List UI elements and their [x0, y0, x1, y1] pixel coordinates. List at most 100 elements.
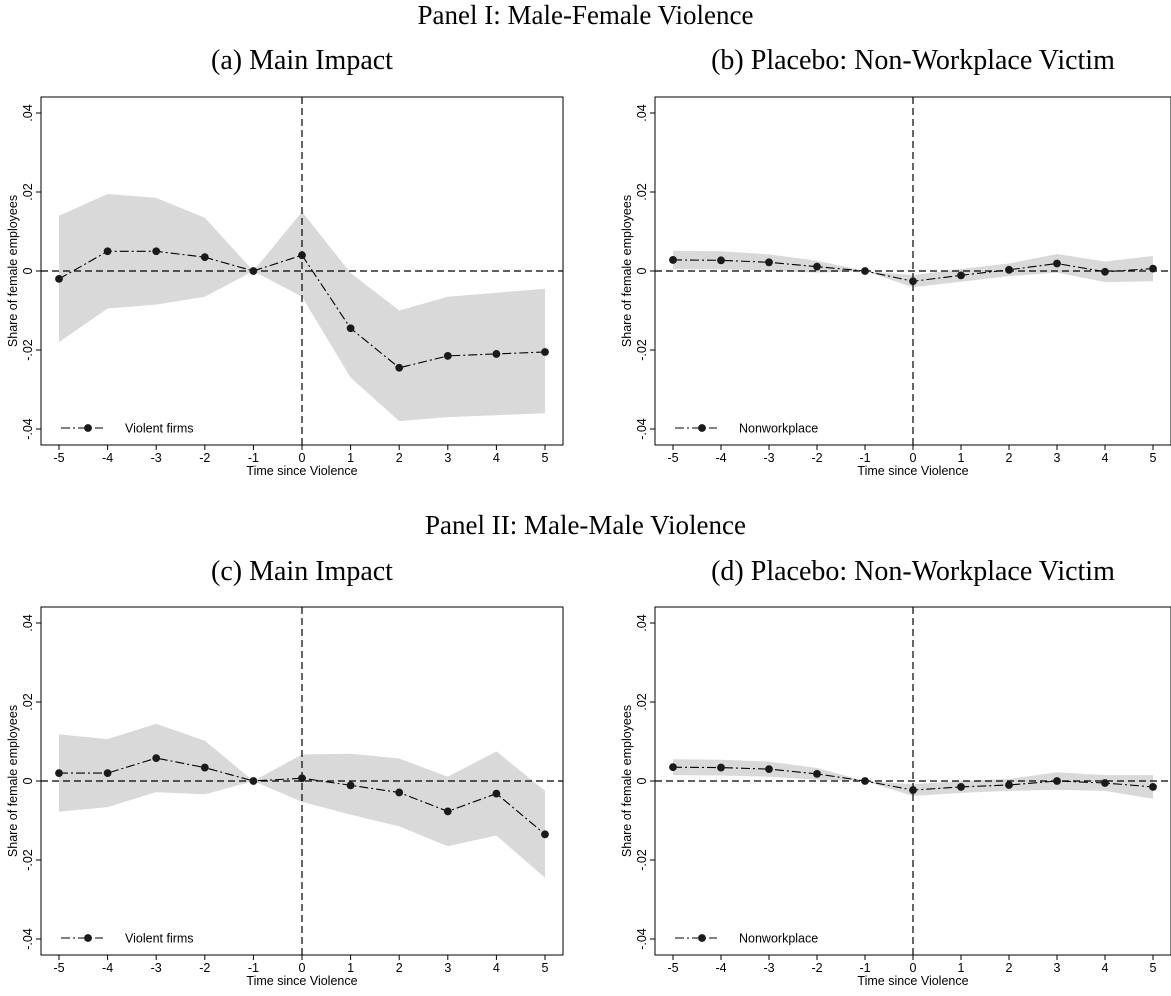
chart-0-y-tick-label: -.02	[21, 339, 35, 361]
chart-1-point	[861, 267, 869, 275]
chart-1-y-tick-label: .02	[635, 183, 649, 200]
chart-1-point	[1053, 259, 1061, 268]
chart-1-point	[1101, 267, 1109, 276]
chart-0-point	[152, 247, 161, 256]
chart-3-point	[1005, 781, 1013, 789]
chart-3-y-tick-label: -.04	[635, 928, 649, 950]
chart-3-legend-marker	[698, 934, 706, 942]
chart-3-y-tick-label: 0	[635, 777, 649, 784]
chart-1-point	[957, 271, 965, 280]
chart-3-point	[765, 765, 773, 774]
chart-0-x-tick-label: 4	[493, 451, 500, 465]
panel-2-title: Panel II: Male-Male Violence	[425, 510, 746, 540]
chart-0-point	[443, 352, 452, 360]
chart-3-y-tick-label: .02	[635, 693, 649, 710]
chart-1-point	[909, 277, 917, 286]
chart-0-x-tick-label: -3	[151, 451, 162, 465]
chart-1-legend-marker	[698, 424, 706, 432]
chart-3-ci-band	[673, 759, 1153, 799]
chart-3-title: (d) Placebo: Non-Workplace Victim	[711, 556, 1115, 587]
chart-0: (a) Main Impact -5 -4 -3 -2 -1 0 1 2 3 4 5 .04 .02 0 -.…	[6, 45, 564, 478]
chart-0-x-tick-label: 0	[299, 451, 306, 465]
chart-2-x-tick-label: 4	[493, 961, 500, 975]
chart-3-x-tick-label: -5	[667, 961, 678, 975]
chart-2-point	[298, 774, 306, 783]
chart-2-x-tick-label: -1	[248, 961, 259, 975]
chart-1-x-tick-label: 3	[1054, 451, 1061, 465]
chart-0-x-tick-label: 2	[396, 451, 403, 465]
chart-3-point	[957, 783, 965, 791]
chart-3-x-tick-label: -1	[859, 961, 870, 975]
chart-0-y-tick-label: .02	[21, 183, 35, 200]
chart-0-x-tick-label: -4	[102, 451, 113, 465]
chart-2-x-tick-label: 3	[444, 961, 451, 975]
chart-2-x-tick-label: 0	[299, 961, 306, 975]
charts-container: (a) Main Impact -5 -4 -3 -2 -1 0 1 2 3 4 5 .04 .02 0 -.…	[6, 45, 1171, 988]
chart-1-x-tick-label: -2	[811, 451, 822, 465]
chart-1: (b) Placebo: Non-Workplace Victim -5 -4 -3 -…	[620, 45, 1171, 478]
chart-0-x-tick-label: -1	[248, 451, 259, 465]
chart-3-point	[813, 769, 821, 778]
chart-3-point	[861, 777, 869, 785]
chart-1-point	[1149, 264, 1157, 273]
chart-2-point	[346, 781, 355, 790]
chart-2-legend-marker	[84, 934, 92, 942]
chart-0-legend-label: Violent firms	[125, 422, 194, 436]
chart-0-y-tick-label: -.04	[21, 418, 35, 440]
chart-3-x-tick-label: -3	[763, 961, 774, 975]
chart-1-y-tick-label: .04	[635, 104, 649, 121]
chart-2-point	[103, 769, 112, 777]
chart-2-x-tick-label: -2	[199, 961, 210, 975]
chart-1-x-tick-label: 2	[1006, 451, 1013, 465]
chart-1-y-tick-label: -.04	[635, 418, 649, 440]
chart-1-x-tick-label: -4	[715, 451, 726, 465]
chart-0-point	[200, 253, 209, 262]
chart-2-x-tick-label: 1	[347, 961, 354, 975]
chart-0-point	[492, 350, 501, 358]
chart-2-point	[492, 789, 501, 798]
chart-2-x-tick-label: 2	[396, 961, 403, 975]
chart-1-point	[1005, 265, 1013, 274]
chart-1-x-tick-label: 4	[1102, 451, 1109, 465]
chart-3-point	[669, 763, 677, 772]
chart-0-x-tick-label: 3	[444, 451, 451, 465]
chart-0-x-tick-label: -2	[199, 451, 210, 465]
chart-0-ci-band	[59, 194, 545, 422]
chart-3-x-tick-label: 1	[958, 961, 965, 975]
chart-2-y-tick-label: .02	[21, 693, 35, 710]
chart-2-point	[541, 830, 549, 839]
chart-2-point	[249, 777, 258, 785]
chart-2-y-tick-label: .04	[21, 614, 35, 631]
chart-3-point	[1149, 783, 1157, 791]
chart-3-x-tick-label: 4	[1102, 961, 1109, 975]
chart-2-point	[443, 807, 452, 816]
chart-2-y-tick-label: -.04	[21, 928, 35, 950]
chart-2-point	[55, 769, 63, 777]
chart-3-point	[1101, 779, 1109, 787]
chart-0-point	[298, 251, 306, 260]
chart-1-ci-band	[673, 250, 1153, 288]
chart-1-point	[813, 262, 821, 271]
chart-1-legend-label: Nonworkplace	[739, 422, 818, 436]
chart-1-x-axis-label: Time since Violence	[857, 464, 968, 478]
chart-3-legend-label: Nonworkplace	[739, 932, 818, 946]
chart-3-point	[717, 763, 725, 772]
chart-3-y-axis-label: Share of female employees	[620, 705, 634, 857]
chart-3-x-tick-label: -4	[715, 961, 726, 975]
chart-2-y-axis-label: Share of female employees	[6, 705, 20, 857]
chart-1-point	[669, 256, 677, 264]
chart-2-x-axis-label: Time since Violence	[246, 974, 357, 988]
chart-1-x-tick-label: 0	[910, 451, 917, 465]
chart-0-y-tick-label: 0	[21, 267, 35, 274]
chart-0-point	[55, 275, 63, 283]
chart-0-point	[346, 324, 355, 333]
chart-2-point	[200, 763, 209, 772]
chart-2-x-tick-label: -4	[102, 961, 113, 975]
chart-3-point	[909, 786, 917, 794]
chart-1-title: (b) Placebo: Non-Workplace Victim	[711, 45, 1115, 76]
chart-3-x-tick-label: -2	[811, 961, 822, 975]
chart-1-y-tick-label: -.02	[635, 339, 649, 361]
chart-2-point	[395, 788, 404, 797]
chart-2-point	[152, 754, 161, 762]
